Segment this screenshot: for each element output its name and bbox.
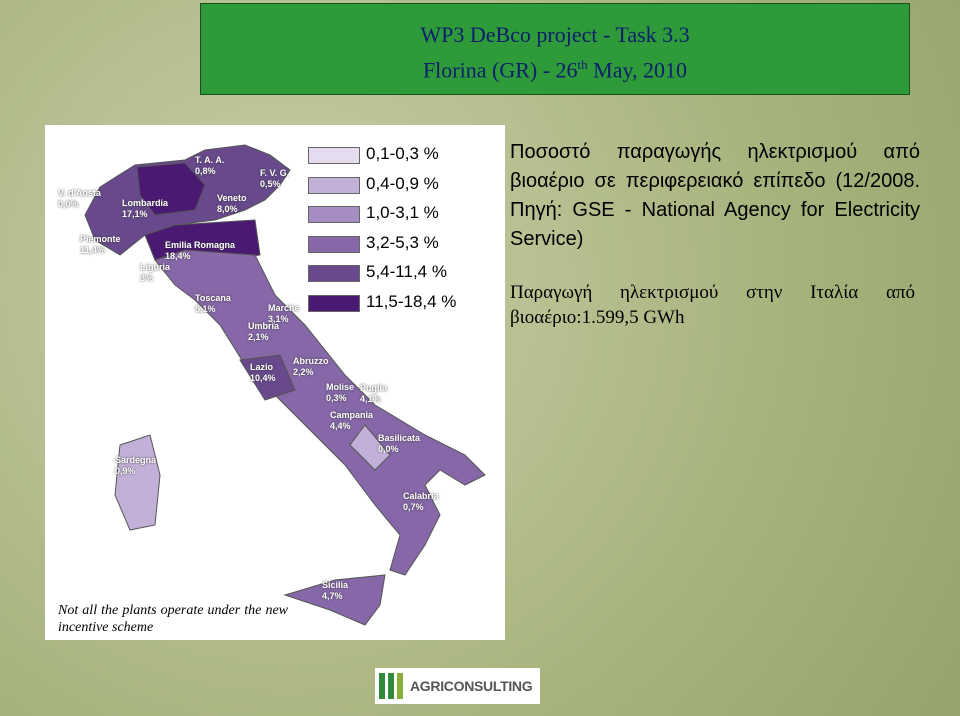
region-value: 5,1% <box>195 304 216 314</box>
region-label: Liguria 3% <box>140 262 170 284</box>
region-label: Marche 3,1% <box>268 303 300 325</box>
region-value: 0,3% <box>326 393 347 403</box>
region-name: Emilia Romagna <box>165 240 236 250</box>
region-label: Toscana 5,1% <box>195 293 231 315</box>
region-name: Veneto <box>217 193 247 203</box>
region-label: Veneto 8,0% <box>217 193 247 215</box>
region-name: T. A. A. <box>195 155 225 165</box>
region-value: 17,1% <box>122 209 148 219</box>
title-line: WP3 DeBco project - Task 3.3 <box>420 22 690 47</box>
logo-icon <box>379 673 403 699</box>
region-name: Lazio <box>250 362 274 372</box>
region-value: 0,0% <box>378 444 399 454</box>
region-name: Marche <box>268 303 300 313</box>
region-label: Lombardia 17,1% <box>122 198 168 220</box>
region-value: 3,1% <box>268 314 289 324</box>
sicilia-shape <box>283 574 386 626</box>
region-label: Campania 4,4% <box>330 410 373 432</box>
region-name: Puglia <box>360 383 388 393</box>
region-value: 18,4% <box>165 251 191 261</box>
region-label: Piemonte 11,4% <box>80 234 121 256</box>
region-value: 11,4% <box>80 245 106 255</box>
legend-swatch <box>308 265 360 282</box>
region-name: Umbria <box>248 321 280 331</box>
region-name: Campania <box>330 410 374 420</box>
region-label: T. A. A. 0,8% <box>195 155 224 177</box>
title-text: May, 2010 <box>593 57 688 83</box>
legend-swatch <box>308 294 360 312</box>
region-label: V. d'Aosta 0,0% <box>58 188 101 210</box>
lombardia-shape <box>136 162 206 216</box>
region-label: Calabria 0,7% <box>403 491 439 513</box>
region-name: Abruzzo <box>293 356 329 366</box>
region-value: 4,7% <box>322 591 343 601</box>
region-value: 0,8% <box>195 166 216 176</box>
logo-text: AGRICONSULTING <box>410 678 533 694</box>
region-value: 2,1% <box>248 332 269 342</box>
region-value: 0,7% <box>403 502 424 512</box>
region-value: 4,4% <box>330 421 351 431</box>
region-name: Sicilia <box>322 580 349 590</box>
region-label: Sicilia 4,7% <box>322 580 348 602</box>
legend-label: 0,4-0,9 % <box>366 173 439 193</box>
region-label: Abruzzo 2,2% <box>293 356 329 378</box>
title-box: WP3 DeBco project - Task 3.3 Florina (GR… <box>200 3 910 95</box>
region-name: Molise <box>326 382 355 392</box>
region-value: 3% <box>140 273 154 283</box>
region-value: 2,2% <box>293 367 314 377</box>
legend-label: 0,1-0,3 % <box>366 144 439 163</box>
basilicata-shape <box>349 424 391 471</box>
title-line: Florina (GR) - 26th May, 2010 <box>201 50 909 85</box>
logo: AGRICONSULTING <box>375 668 540 704</box>
region-value: 10,4% <box>250 373 276 383</box>
region-label: F. V. G. 0,5% <box>260 168 289 190</box>
legend-swatch <box>308 235 360 253</box>
region-value: 0,5% <box>260 179 281 189</box>
region-label: Basilicata 0,0% <box>378 433 420 455</box>
region-label: Puglia 4,1% <box>360 383 387 405</box>
region-name: V. d'Aosta <box>58 188 101 198</box>
legend-swatch <box>308 176 360 194</box>
region-name: F. V. G. <box>260 168 290 178</box>
region-name: Basilicata <box>378 433 421 443</box>
region-name: Piemonte <box>80 234 121 244</box>
region-label: Umbria 2,1% <box>248 321 279 343</box>
sardegna-shape <box>114 434 161 531</box>
legend-label: 11,5-18,4 % <box>366 291 457 311</box>
region-label: Sardegna 0,9% <box>115 455 156 477</box>
region-value: 0,0% <box>58 199 79 209</box>
lazio-shape <box>239 354 296 401</box>
title-sup: th <box>577 57 588 72</box>
region-label: Lazio 10,4% <box>250 362 276 384</box>
region-name: Toscana <box>195 293 231 303</box>
footnote: Not all the plants operate under the new… <box>58 602 288 636</box>
region-name: Liguria <box>140 262 171 272</box>
description: Ποσοστό παραγωγής ηλεκτρισμού από βιοαέρ… <box>510 141 920 250</box>
region-label: Emilia Romagna 18,4% <box>165 240 235 262</box>
title-text: Florina (GR) - 26 <box>422 57 578 83</box>
region-name: Sardegna <box>115 455 157 465</box>
region-value: 8,0% <box>217 204 238 214</box>
summary: Παραγωγή ηλεκτρισμού στην Ιταλία από βιο… <box>510 282 915 328</box>
italy-map <box>84 144 486 626</box>
legend-swatch <box>308 147 360 164</box>
region-value: 4,1% <box>360 394 381 404</box>
legend-label: 1,0-3,1 % <box>366 203 439 222</box>
region-label: Molise 0,3% <box>326 382 354 404</box>
region-name: Calabria <box>403 491 439 501</box>
map-panel <box>45 125 505 640</box>
region-value: 0,9% <box>115 466 136 476</box>
legend-label: 3,2-5,3 % <box>366 232 439 252</box>
legend-swatch <box>308 206 360 223</box>
region-name: Lombardia <box>122 198 169 208</box>
legend-label: 5,4-11,4 % <box>366 262 447 281</box>
